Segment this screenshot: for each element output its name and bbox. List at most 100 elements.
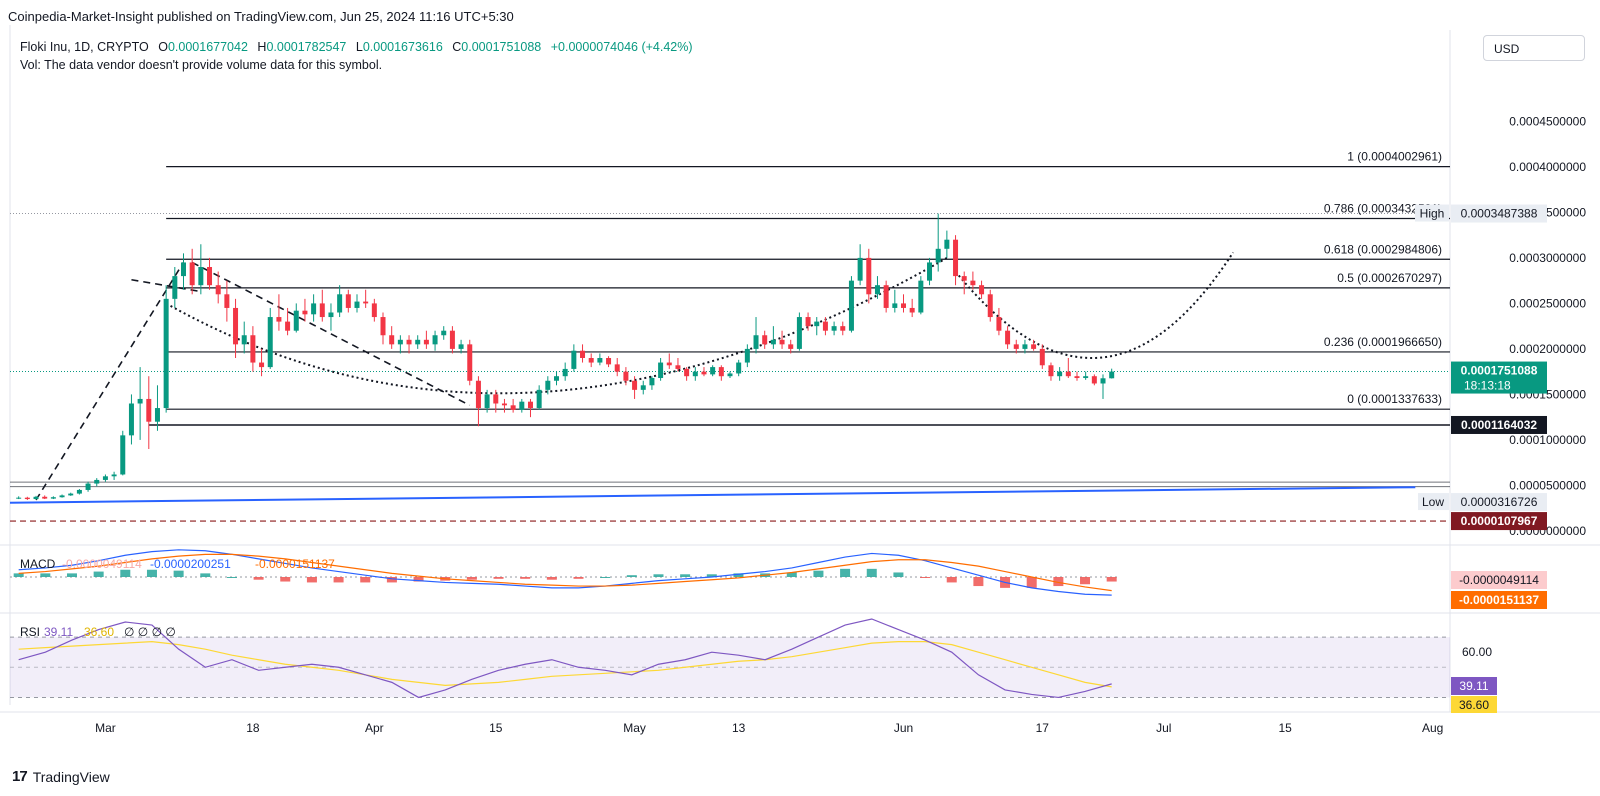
macd-histogram-bar	[93, 571, 104, 577]
candle-body	[371, 303, 377, 318]
candle-body	[970, 280, 976, 286]
currency-button[interactable]: USD	[1483, 35, 1585, 61]
x-tick-label: 18	[246, 721, 260, 735]
macd-histogram-bar	[893, 572, 904, 577]
candle-body	[996, 317, 1002, 331]
y-tick-label: 0.0001000000	[1509, 433, 1586, 447]
candle-body	[736, 362, 742, 374]
fib-level-label: 0.786 (0.0003432581)	[1324, 202, 1442, 216]
candle-body	[128, 403, 134, 436]
candle-body	[848, 280, 854, 331]
y-tick-label: 0.0002000000	[1509, 342, 1586, 356]
candle-body	[172, 276, 178, 299]
candle-body	[762, 335, 768, 345]
candle-body	[649, 378, 655, 386]
candle-body	[831, 326, 837, 331]
candle-body	[701, 371, 707, 375]
candle-body	[33, 496, 39, 500]
rsi-value-tag-label: 39.11	[1459, 679, 1488, 693]
candle-body	[588, 358, 594, 363]
macd-histogram-bar	[840, 568, 851, 577]
macd-line	[18, 549, 1112, 596]
macd-histogram-bar	[66, 573, 77, 577]
candle-body	[1074, 376, 1080, 379]
macd-histogram-bar	[120, 569, 131, 577]
candle-body	[727, 373, 733, 377]
candle-body	[24, 497, 30, 500]
candle-body	[319, 303, 325, 318]
tradingview-logo-icon: 17	[12, 768, 28, 785]
candle-body	[944, 239, 950, 249]
candle-body	[423, 339, 429, 345]
macd-histogram-bar	[653, 574, 664, 577]
macd-signal-line	[18, 553, 1112, 592]
candle-body	[796, 317, 802, 349]
macd-hist-tag-label: -0.0000049114	[1459, 573, 1539, 587]
candle-body	[571, 350, 577, 369]
high-value-label: 0.0003487388	[1461, 207, 1538, 221]
macd-title: MACD	[20, 557, 56, 571]
rsi-ma-tag	[1451, 696, 1497, 713]
candle-body	[501, 403, 507, 406]
macd-histogram-bar	[280, 577, 291, 582]
open-value: 0.0001677042	[167, 40, 248, 54]
candle-body	[16, 497, 22, 499]
symbol-name[interactable]: Floki Inu, 1D, CRYPTO	[20, 40, 149, 54]
close-value: 0.0001751088	[461, 40, 542, 54]
tradingview-logo[interactable]: 17 TradingView	[12, 768, 110, 785]
x-tick-label: 15	[1279, 721, 1293, 735]
candle-body	[536, 389, 542, 409]
candle-body	[953, 239, 959, 277]
rsi-empty-values: ∅ ∅ ∅ ∅	[124, 625, 176, 639]
macd-histogram-bar	[573, 577, 584, 579]
x-tick-label: Jul	[1156, 721, 1171, 735]
candle-body	[684, 368, 690, 377]
macd-histogram-bar	[1026, 577, 1037, 588]
recovery-dotted-curve	[954, 251, 1234, 360]
candle-body	[545, 380, 551, 390]
x-tick-label: 17	[1036, 721, 1050, 735]
candle-body	[42, 496, 48, 499]
candle-body	[311, 303, 317, 315]
x-tick-label: 15	[489, 721, 503, 735]
rsi-value-tag	[1451, 677, 1497, 695]
rsi-line	[18, 618, 1112, 699]
publisher-caption: Coinpedia-Market-Insight published on Tr…	[8, 9, 514, 24]
macd-histogram-bar	[13, 573, 24, 577]
candle-body	[822, 321, 828, 331]
macd-histogram-bar	[1053, 577, 1064, 587]
candle-body	[180, 262, 186, 277]
rsi-title: RSI	[20, 625, 40, 639]
candle-body	[718, 367, 724, 377]
candle-body	[692, 371, 698, 377]
low-value-tag	[1451, 493, 1547, 512]
candle-body	[337, 294, 343, 313]
candle-body	[580, 350, 586, 358]
candle-body	[510, 405, 516, 410]
candle-body	[1109, 371, 1115, 379]
macd-histogram-bar	[1080, 577, 1091, 585]
rsi-ma-value: 36.60	[84, 625, 114, 639]
candle-body	[285, 321, 291, 331]
trend-line-blue	[9, 486, 1416, 504]
y-tick-label: 0.0000500000	[1509, 478, 1586, 492]
macd-signal-tag	[1451, 591, 1547, 609]
support-price-tag	[1451, 415, 1547, 434]
candle-body	[1091, 376, 1097, 384]
candle-body	[614, 364, 620, 372]
candle-body	[406, 339, 412, 345]
low-tag-bg	[1418, 493, 1449, 511]
symbol-legend: Floki Inu, 1D, CRYPTO O0.0001677042 H0.0…	[20, 40, 693, 54]
macd-histogram-bar	[386, 577, 397, 583]
candle-body	[276, 317, 282, 322]
price-chart[interactable]: 0.00045000000.00040000000.00035000000.00…	[0, 0, 1600, 760]
candle-body	[640, 385, 646, 390]
x-tick-label: 13	[732, 721, 746, 735]
macd-histogram-bar	[146, 569, 157, 577]
fib-level-label: 0.618 (0.0002984806)	[1324, 242, 1442, 256]
y-tick-label: 0.0004500000	[1509, 114, 1586, 128]
candle-body	[979, 285, 985, 295]
candle-body	[467, 344, 473, 381]
candle-body	[380, 317, 386, 336]
candle-body	[146, 398, 152, 422]
